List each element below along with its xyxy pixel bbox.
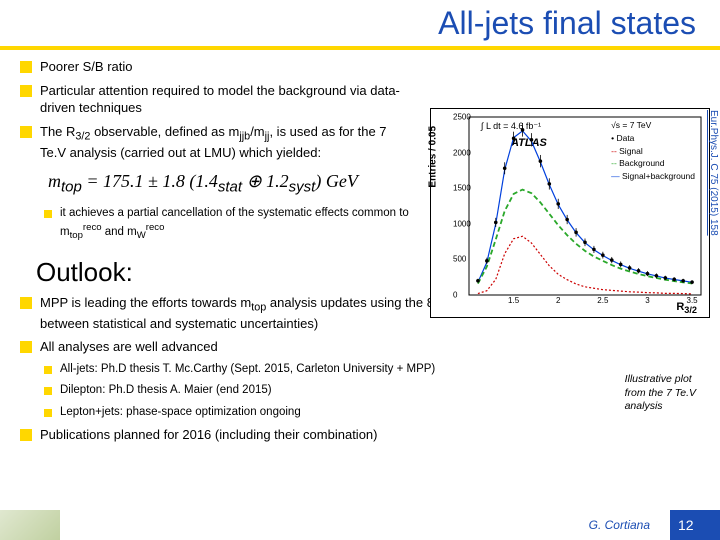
bullet-text: All analyses are well advanced <box>40 338 218 356</box>
bullet-row: Lepton+jets: phase-space optimization on… <box>20 405 700 421</box>
bullet-icon <box>20 341 32 353</box>
chart-note: Illustrative plotfrom the 7 Te.Vanalysis <box>625 373 696 414</box>
bullet-row: Poorer S/B ratio <box>20 58 410 76</box>
bullet-icon <box>44 366 52 374</box>
bullet-text: The R3/2 observable, defined as mjjb/mjj… <box>40 123 410 162</box>
author-label: G. Cortiana <box>589 518 650 532</box>
title-bar: All-jets final states <box>0 0 720 50</box>
bullet-row: The R3/2 observable, defined as mjjb/mjj… <box>20 123 410 162</box>
bullet-icon <box>20 126 32 138</box>
bullet-icon <box>20 297 32 309</box>
citation: Eur.Phys.J. C 75 (2015) 158 <box>708 110 719 236</box>
bullet-row: Dilepton: Ph.D thesis A. Maier (end 2015… <box>20 383 700 399</box>
bullet-text: Dilepton: Ph.D thesis A. Maier (end 2015… <box>60 383 272 399</box>
bullet-icon <box>44 210 52 218</box>
bullet-row: Publications planned for 2016 (including… <box>20 426 700 444</box>
logo-icon <box>0 510 60 540</box>
footer: G. Cortiana 12 <box>0 510 720 540</box>
bullet-row: All-jets: Ph.D thesis T. Mc.Carthy (Sept… <box>20 362 700 378</box>
bullet-text: it achieves a partial cancellation of th… <box>60 206 410 243</box>
bullet-row: All analyses are well advanced <box>20 338 700 356</box>
footer-right: G. Cortiana 12 <box>589 510 720 540</box>
bullet-icon <box>20 85 32 97</box>
bullet-icon <box>44 387 52 395</box>
bullet-icon <box>20 429 32 441</box>
page-title: All-jets final states <box>438 5 696 42</box>
bullet-icon <box>20 61 32 73</box>
bullet-text: Publications planned for 2016 (including… <box>40 426 378 444</box>
chart: Entries / 0.05 R3/2 ∫ L dt = 4.6 fb⁻¹ AT… <box>430 108 710 318</box>
bullet-row: it achieves a partial cancellation of th… <box>20 206 410 243</box>
formula: mtop = 175.1 ± 1.8 (1.4stat ⊕ 1.2syst) G… <box>48 171 410 196</box>
page-number: 12 <box>670 510 720 540</box>
bullet-text: All-jets: Ph.D thesis T. Mc.Carthy (Sept… <box>60 362 435 378</box>
content-area: Poorer S/B ratio Particular attention re… <box>0 50 720 444</box>
bullet-text: Particular attention required to model t… <box>40 82 410 117</box>
bullet-text: Lepton+jets: phase-space optimization on… <box>60 405 301 421</box>
bullet-icon <box>44 409 52 417</box>
chart-svg <box>431 109 709 317</box>
left-column: Poorer S/B ratio Particular attention re… <box>20 58 410 243</box>
bullet-row: Particular attention required to model t… <box>20 82 410 117</box>
bullet-text: Poorer S/B ratio <box>40 58 133 76</box>
